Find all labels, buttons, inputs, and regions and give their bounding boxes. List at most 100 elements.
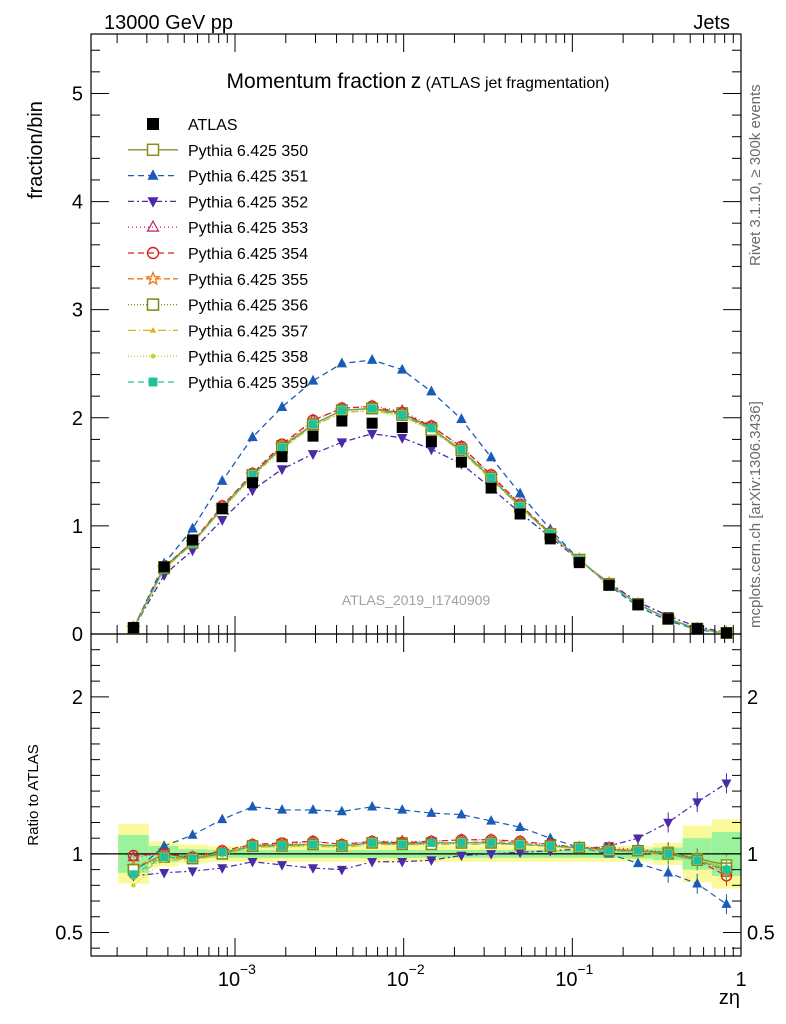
legend-label-atlas: ATLAS — [188, 117, 238, 134]
legend-marker — [148, 377, 158, 387]
legend-marker — [147, 197, 159, 208]
series-point-ratio — [187, 867, 198, 877]
series-point-main — [307, 374, 319, 385]
series-point-ratio — [426, 856, 437, 866]
series-point-ratio — [397, 804, 408, 814]
series-point-ratio — [721, 898, 732, 908]
ratio-y-tick-label: 1 — [72, 844, 83, 866]
data-point-atlas — [485, 482, 497, 494]
data-point-atlas — [187, 534, 199, 546]
data-point-atlas — [396, 422, 408, 434]
y-tick-label: 5 — [72, 83, 83, 105]
series-point-main — [187, 546, 198, 557]
ratio-y-tick-label: 0.5 — [55, 922, 83, 944]
data-point-atlas — [216, 503, 228, 515]
legend-label: Pythia 6.425 359 — [188, 375, 308, 392]
legend-marker-atlas — [147, 118, 159, 130]
series-point-ratio — [160, 853, 169, 862]
series-line-ratio — [133, 782, 727, 877]
series-point-ratio — [368, 838, 377, 847]
series-point-main — [366, 353, 378, 364]
series-point-main — [367, 404, 377, 413]
series-point-ratio — [159, 869, 170, 879]
series-point-main — [276, 465, 288, 476]
data-point-atlas — [455, 456, 467, 468]
series-point-ratio — [277, 861, 288, 871]
series-point-ratio — [159, 840, 170, 850]
series-point-ratio — [575, 843, 584, 852]
ratio-y-tick-label-right: 2 — [747, 687, 758, 709]
series-point-main — [514, 487, 526, 498]
data-point-atlas — [544, 533, 556, 545]
ratio-y-tick-label-right: 0.5 — [747, 922, 775, 944]
series-point-ratio — [632, 857, 643, 868]
series-point-main — [308, 420, 318, 429]
data-point-atlas — [691, 623, 703, 635]
legend-marker — [149, 327, 157, 333]
data-point-atlas — [573, 557, 585, 569]
series-point-ratio — [457, 838, 466, 847]
legend-marker — [147, 169, 159, 180]
y-tick-label: 0 — [72, 624, 83, 646]
series-point-ratio — [398, 840, 407, 849]
series-point-ratio — [278, 842, 287, 851]
legend-label: Pythia 6.425 354 — [188, 246, 308, 263]
ratio-frame — [90, 633, 742, 957]
data-point-atlas — [247, 477, 259, 489]
series-point-ratio — [309, 840, 318, 849]
series-line-ratio — [133, 806, 727, 905]
series-point-main — [187, 522, 198, 533]
legend-label: Pythia 6.425 358 — [188, 349, 308, 366]
y-tick-label: 4 — [72, 192, 83, 214]
x-tick-exponent: −3 — [240, 961, 256, 977]
series-point-ratio — [427, 838, 436, 847]
data-point-atlas — [307, 430, 319, 442]
series-point-ratio — [277, 804, 288, 814]
series-point-ratio — [693, 856, 702, 865]
legend-marker — [146, 246, 160, 260]
series-point-main — [515, 502, 525, 511]
source-label: mcplots.cern.ch [arXiv:1306.3436] — [747, 401, 764, 628]
series-point-ratio — [367, 801, 378, 811]
data-point-atlas — [276, 451, 288, 463]
series-point-ratio — [605, 846, 614, 855]
legend-marker — [146, 219, 160, 232]
series-point-ratio — [336, 805, 347, 816]
series-point-main — [336, 438, 348, 449]
legend-label: Pythia 6.425 352 — [188, 194, 308, 211]
series-point-ratio — [337, 842, 346, 851]
series-point-ratio — [515, 821, 526, 831]
header-left: 13000 GeV pp — [104, 12, 233, 34]
series-point-ratio — [663, 818, 674, 829]
legend-label: Pythia 6.425 351 — [188, 169, 308, 186]
series-point-ratio — [308, 864, 319, 874]
series-point-ratio — [187, 829, 198, 839]
x-tick-exponent: −1 — [577, 961, 593, 977]
series-point-ratio — [546, 842, 555, 851]
series-point-main — [276, 401, 288, 411]
series-point-main — [457, 445, 466, 455]
series-point-ratio — [633, 846, 642, 855]
series-point-main — [336, 357, 348, 368]
series-point-ratio — [692, 877, 703, 888]
series-point-ratio — [664, 849, 673, 858]
data-point-atlas — [127, 622, 139, 634]
legend-marker — [146, 298, 160, 311]
series-point-main — [247, 431, 258, 442]
data-point-atlas — [632, 599, 644, 611]
series-point-ratio — [456, 808, 467, 819]
data-point-atlas — [514, 508, 526, 520]
series-point-ratio — [247, 858, 258, 868]
series-point-ratio — [308, 804, 319, 814]
header-right: Jets — [693, 12, 730, 34]
series-point-ratio — [131, 883, 136, 888]
legend-label: Pythia 6.425 357 — [188, 323, 308, 340]
series-point-ratio — [722, 865, 731, 874]
series-point-ratio — [397, 858, 408, 868]
ratio-y-tick-label-right: 1 — [747, 844, 758, 866]
y-tick-label: 3 — [72, 300, 83, 322]
series-point-ratio — [247, 801, 258, 811]
legend-label: Pythia 6.425 355 — [188, 272, 308, 289]
x-tick-label: 1 — [735, 969, 746, 991]
